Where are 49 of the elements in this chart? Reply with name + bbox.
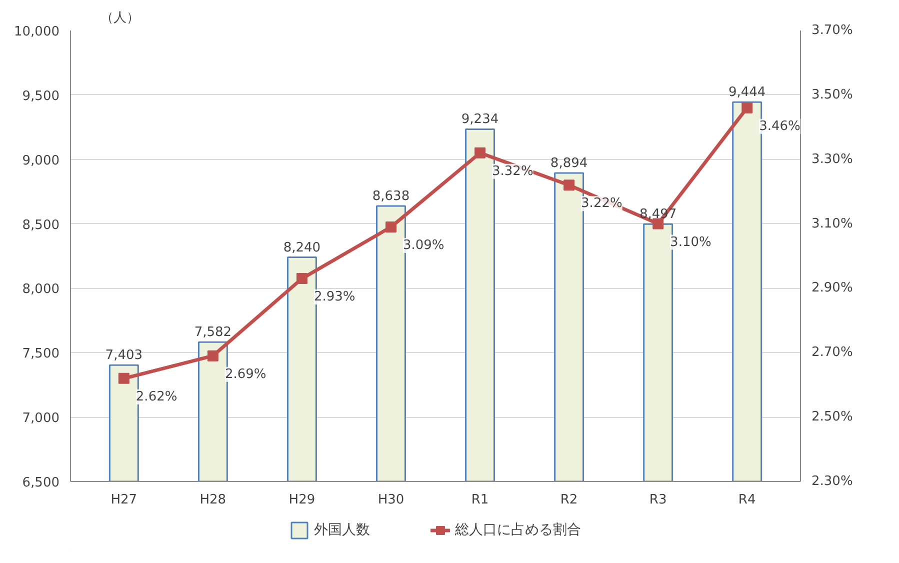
data-label: 7,582 <box>194 325 232 340</box>
point <box>296 273 308 284</box>
data-label: 7,403 <box>105 348 143 364</box>
y-tick-label: 9,500 <box>22 88 60 104</box>
point <box>474 147 486 158</box>
data-label: 8,240 <box>283 240 321 256</box>
point <box>118 372 130 384</box>
data-label: 3.46% <box>759 118 800 134</box>
y2-tick-label: 3.50% <box>812 87 853 102</box>
data-label: 3.32% <box>492 164 534 179</box>
data-label: 3.09% <box>402 238 444 254</box>
y-tick-label: 8,500 <box>22 218 60 233</box>
y2-tick-label: 3.30% <box>812 152 853 167</box>
point <box>564 180 575 191</box>
data-label: 8,638 <box>372 189 410 204</box>
y2-tick-label: 3.10% <box>812 216 853 232</box>
x-tick-label: H27 <box>110 492 138 508</box>
y2-tick-label: 2.70% <box>812 345 853 360</box>
point <box>742 102 753 114</box>
x-tick-label: R4 <box>738 492 756 508</box>
x-tick-label: R2 <box>560 492 578 508</box>
point <box>385 222 396 233</box>
y-tick-label: 6,500 <box>22 476 60 490</box>
data-label: 2.93% <box>314 290 356 305</box>
y-axis-title: （人） <box>100 10 140 26</box>
data-label: 3.10% <box>670 234 712 250</box>
data-label: 3.22% <box>581 196 622 212</box>
x-tick-label: H30 <box>378 492 404 508</box>
point <box>207 350 218 362</box>
x-tick-label: H29 <box>288 492 316 508</box>
y2-tick-label: 2.90% <box>812 280 853 296</box>
y-tick-label: 7,000 <box>22 411 60 426</box>
y2-tick-label: 3.70% <box>812 23 853 38</box>
y-tick-label: 9,000 <box>22 153 60 168</box>
x-tick-label: R3 <box>649 492 667 508</box>
y2-tick-label: 2.50% <box>812 410 853 425</box>
y2-tick-label: 2.30% <box>812 474 853 489</box>
data-label: 9,444 <box>728 85 766 100</box>
x-tick-label: H28 <box>200 492 226 508</box>
x-tick-label: R1 <box>471 492 489 508</box>
y-tick-label: 8,000 <box>22 282 60 298</box>
y-tick-label: 10,000 <box>14 24 60 40</box>
data-label: 2.62% <box>136 389 178 404</box>
data-label: 8,894 <box>550 156 588 172</box>
y-tick-label: 7,500 <box>22 346 60 362</box>
data-label: 9,234 <box>461 112 499 128</box>
legend-label: 総人口に占める割合 <box>455 521 581 539</box>
legend-label: 外国人数 <box>314 521 370 539</box>
data-label: 2.69% <box>224 366 266 382</box>
